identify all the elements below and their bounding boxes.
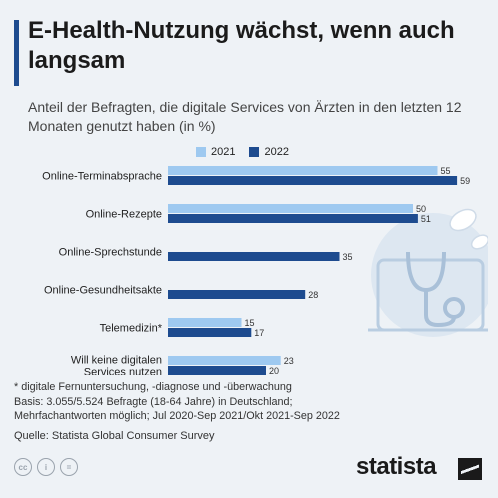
legend-label-2022: 2022 xyxy=(264,146,289,158)
bar-chart: Online-Terminabsprache 55 59 Online-Rezepte… xyxy=(42,166,470,376)
bar-2022-online-sprechstunde xyxy=(168,252,340,261)
bar-2022-telemedizin xyxy=(168,328,252,337)
legend-item-2021: 2021 xyxy=(196,146,235,158)
value-label-2021-telemedizin: 15 xyxy=(245,318,255,328)
value-label-2022-will-keine-digitalen-services-nutzen: 20 xyxy=(269,366,279,375)
title-accent-bar xyxy=(14,20,19,86)
category-label-will-keine-digitalen-services-nutzen: Will keine digitalen Services nutzen xyxy=(71,355,162,376)
bar-2022-will-keine-digitalen-services-nutzen xyxy=(168,366,266,375)
value-label-2022-online-rezepte: 51 xyxy=(421,214,431,224)
footnote-line: Basis: 3.055/5.524 Befragte (18-64 Jahre… xyxy=(14,395,293,408)
value-label-2022-online-sprechstunde: 35 xyxy=(343,252,353,262)
noderivs-icon: = xyxy=(60,458,78,476)
footnote: * digitale Fernuntersuchung, -diagnose u… xyxy=(14,380,484,424)
category-label-online-rezepte: Online-Rezepte xyxy=(86,209,162,221)
footnote-line: Mehrfachantworten möglich; Jul 2020-Sep … xyxy=(14,410,340,422)
bar-2021-telemedizin xyxy=(168,318,242,327)
stethoscope-laptop-icon xyxy=(368,208,488,337)
legend: 2021 2022 xyxy=(196,146,303,158)
source-note: Quelle: Statista Global Consumer Survey xyxy=(14,430,215,442)
bar-2021-online-rezepte xyxy=(168,204,413,213)
category-label-online-gesundheitsakte: Online-Gesundheitsakte xyxy=(44,285,162,297)
legend-label-2021: 2021 xyxy=(211,146,236,158)
attribution-icon: i xyxy=(37,458,55,476)
statista-mark-icon xyxy=(458,458,482,480)
license-icons: cc i = xyxy=(14,458,83,476)
statista-logo: statista xyxy=(356,453,437,480)
footnote-line: * digitale Fernuntersuchung, -diagnose u… xyxy=(14,381,292,393)
legend-swatch-2021 xyxy=(196,147,206,157)
category-label-online-terminabsprache: Online-Terminabsprache xyxy=(42,171,162,183)
chart-subtitle: Anteil der Befragten, die digitale Servi… xyxy=(28,99,462,134)
value-label-2022-telemedizin: 17 xyxy=(254,328,264,338)
bar-2022-online-gesundheitsakte xyxy=(168,290,306,299)
value-label-2021-online-rezepte: 50 xyxy=(416,204,426,214)
legend-swatch-2022 xyxy=(249,147,260,157)
cc-icon: cc xyxy=(14,458,32,476)
value-label-2022-online-terminabsprache: 59 xyxy=(460,176,470,186)
value-label-2022-online-gesundheitsakte: 28 xyxy=(308,290,318,300)
chart-title: E-Health-Nutzung wächst, wenn auch langs… xyxy=(28,17,455,74)
bar-2021-online-terminabsprache xyxy=(168,166,438,175)
value-label-2021-will-keine-digitalen-services-nutzen: 23 xyxy=(284,356,294,366)
category-label-online-sprechstunde: Online-Sprechstunde xyxy=(59,247,162,259)
bar-2022-online-terminabsprache xyxy=(168,176,458,185)
value-label-2021-online-terminabsprache: 55 xyxy=(441,166,451,176)
bar-2021-will-keine-digitalen-services-nutzen xyxy=(168,356,281,365)
category-label-telemedizin: Telemedizin* xyxy=(100,323,163,335)
legend-item-2022: 2022 xyxy=(249,146,289,158)
bar-2022-online-rezepte xyxy=(168,214,418,223)
